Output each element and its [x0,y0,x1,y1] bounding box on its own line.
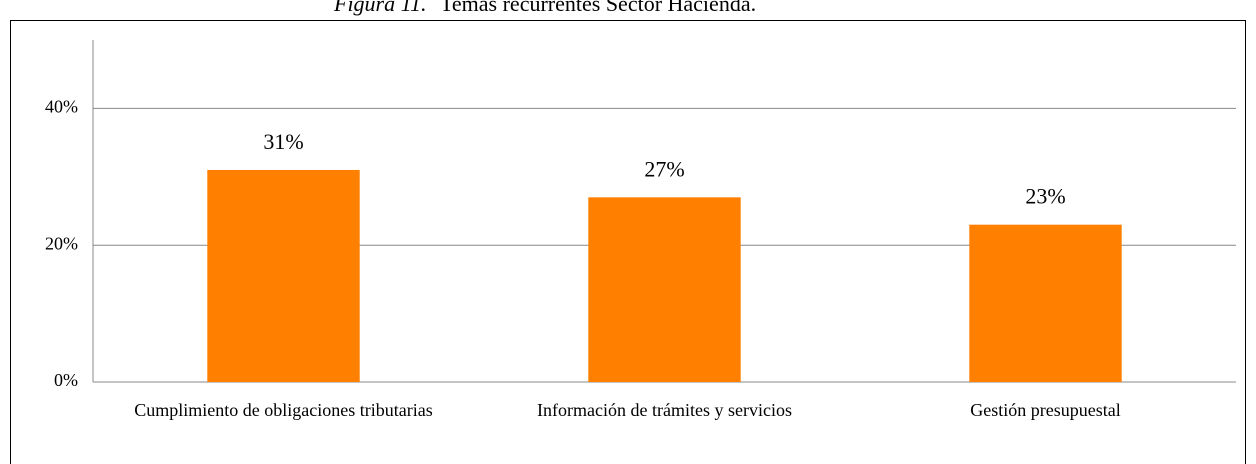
bar [588,197,741,382]
y-tick-label: 20% [45,233,78,253]
x-tick-label: Información de trámites y servicios [537,400,792,420]
chart-title: Temas recurrentes Sector Hacienda. [440,0,756,16]
x-tick-label: Gestión presupuestal [970,400,1121,420]
bar [969,224,1122,382]
bar [207,169,360,382]
x-tick-label: Cumplimiento de obligaciones tributarias [134,400,433,420]
chart-frame [10,20,1246,464]
data-label: 27% [644,156,684,181]
y-tick-label: 40% [45,97,78,117]
figure-label: Figura 11. [333,0,426,16]
data-label: 31% [263,129,303,154]
y-tick-label: 0% [54,370,78,390]
data-label: 23% [1025,184,1065,209]
title-backdrop [330,0,930,19]
